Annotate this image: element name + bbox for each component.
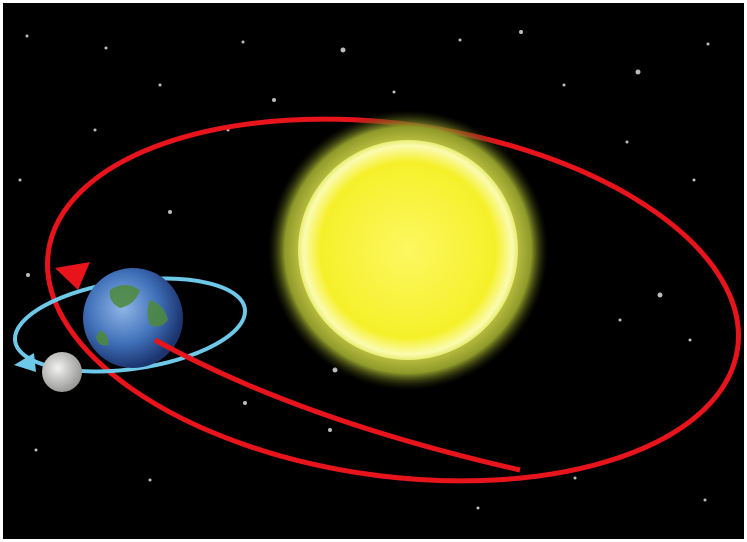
moon (42, 352, 82, 392)
earth (83, 268, 183, 368)
stars (18, 30, 710, 510)
orbit-arrow (55, 262, 90, 290)
sun (298, 140, 518, 360)
earth-orbit-front (153, 337, 521, 473)
earth-land (96, 285, 168, 346)
moon-orbit-arrow (14, 353, 36, 372)
